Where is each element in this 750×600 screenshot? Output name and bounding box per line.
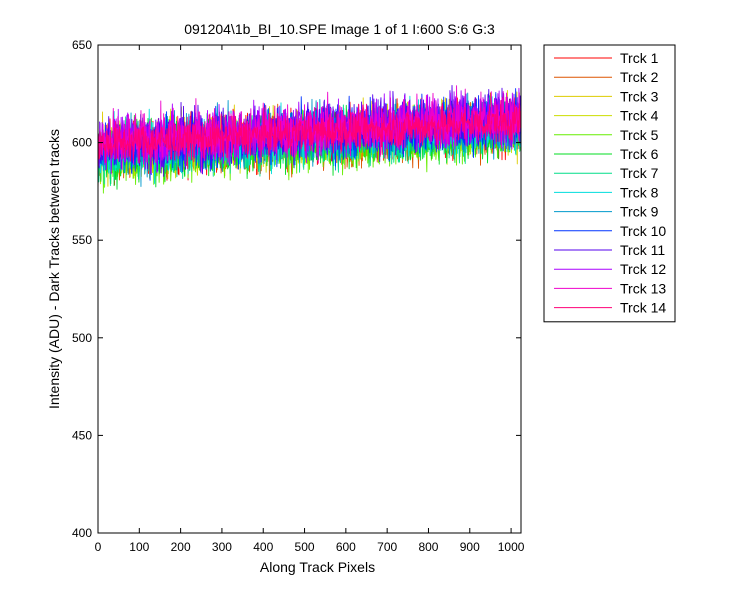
legend-item: Trck 3 (554, 88, 659, 104)
legend-item: Trck 13 (554, 280, 666, 296)
legend-box (543, 44, 676, 323)
legend-label: Trck 12 (620, 261, 666, 277)
y-tick-label: 450 (72, 428, 92, 442)
legend-label: Trck 2 (620, 69, 659, 85)
legend-label: Trck 8 (620, 184, 659, 200)
x-tick-label: 200 (171, 540, 191, 554)
x-tick-label: 0 (95, 540, 102, 554)
legend-label: Trck 3 (620, 88, 659, 104)
x-tick-label: 1000 (498, 540, 525, 554)
legend-label: Trck 5 (620, 127, 659, 143)
series-line-14 (97, 97, 522, 170)
x-tick-label: 900 (460, 540, 480, 554)
legend-label: Trck 4 (620, 108, 659, 124)
legend-item: Trck 8 (554, 184, 659, 200)
y-tick-label: 400 (72, 526, 92, 540)
legend-item: Trck 11 (554, 242, 665, 258)
x-tick-label: 800 (418, 540, 438, 554)
legend-item: Trck 4 (554, 108, 659, 124)
x-tick-label: 500 (295, 540, 315, 554)
x-axis-label: Along Track Pixels (260, 559, 375, 575)
legend-label: Trck 14 (620, 300, 666, 316)
legend-item: Trck 6 (554, 146, 659, 162)
x-tick-label: 700 (377, 540, 397, 554)
legend: Trck 1 Trck 2 Trck 3 Trck 4 Trck 5 Trck 6 Trck… (543, 44, 676, 323)
chart-title: 091204\1b_BI_10.SPE Image 1 of 1 I:600 S… (184, 21, 495, 37)
x-tick-label: 600 (336, 540, 356, 554)
legend-item: Trck 5 (554, 127, 659, 143)
x-tick-label: 300 (212, 540, 232, 554)
legend-item: Trck 10 (554, 223, 666, 239)
y-tick-label: 600 (72, 136, 92, 150)
legend-item: Trck 1 (554, 50, 659, 66)
legend-item: Trck 7 (554, 165, 659, 181)
legend-label: Trck 6 (620, 146, 659, 162)
legend-label: Trck 13 (620, 280, 666, 296)
y-tick-label: 500 (72, 331, 92, 345)
legend-label: Trck 9 (620, 204, 659, 220)
legend-label: Trck 1 (620, 50, 659, 66)
x-tick-label: 100 (129, 540, 149, 554)
legend-item: Trck 12 (554, 261, 666, 277)
legend-item: Trck 14 (554, 300, 666, 316)
legend-label: Trck 11 (620, 242, 665, 258)
legend-label: Trck 7 (620, 165, 659, 181)
legend-item: Trck 2 (554, 69, 659, 85)
axes-box (97, 44, 522, 534)
y-tick-label: 550 (72, 233, 92, 247)
y-axis-label: Intensity (ADU) - Dark Tracks between tr… (46, 129, 62, 409)
y-tick-label: 650 (72, 38, 92, 52)
legend-label: Trck 10 (620, 223, 666, 239)
x-tick-label: 400 (253, 540, 273, 554)
legend-item: Trck 9 (554, 204, 659, 220)
